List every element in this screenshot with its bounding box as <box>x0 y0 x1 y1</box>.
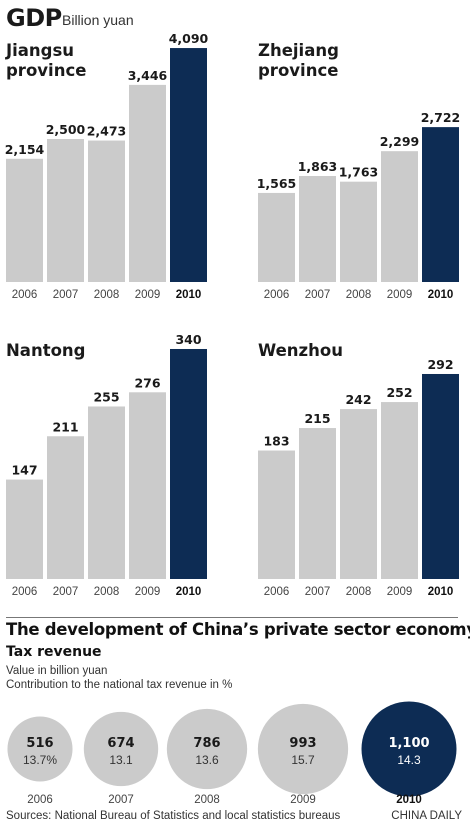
jiangsu-province-bar-2009 <box>129 84 166 283</box>
nantong-bar-2008 <box>88 406 125 579</box>
zhejiang-province-bar-2007 <box>299 175 336 282</box>
wenzhou-bar-2006 <box>258 450 295 579</box>
tax-bubble-2008 <box>166 708 248 790</box>
nantong-bar-2009 <box>129 392 166 579</box>
zhejiang-province-bar-2009 <box>381 151 418 282</box>
section-divider <box>6 617 458 618</box>
nantong-tick-label-2009: 2009 <box>135 586 161 598</box>
jiangsu-province-value-label-2010: 4,090 <box>169 31 209 46</box>
wenzhou-tick-label-2008: 2008 <box>346 586 372 598</box>
tax-bubble-2006 <box>7 716 73 782</box>
credit-label: CHINA DAILY <box>391 810 462 822</box>
tax-value-label-2007: 674 <box>107 736 134 751</box>
nantong-tick-label-2006: 2006 <box>12 586 38 598</box>
nantong-tick-label-2008: 2008 <box>94 586 120 598</box>
legend-value: Value in billion yuan <box>6 665 108 677</box>
wenzhou-bar-2010 <box>422 373 459 579</box>
nantong-value-label-2010: 340 <box>175 332 201 347</box>
tax-year-label-2006: 2006 <box>27 794 53 806</box>
wenzhou-bar-2009 <box>381 402 418 579</box>
tax-value-label-2008: 786 <box>193 736 220 751</box>
wenzhou-value-label-2006: 183 <box>263 434 289 449</box>
jiangsu-province-tick-label-2010: 2010 <box>176 289 202 301</box>
legend-percent: Contribution to the national tax revenue… <box>6 679 233 691</box>
jiangsu-province-value-label-2009: 3,446 <box>128 68 168 83</box>
sources-note: Sources: National Bureau of Statistics a… <box>6 810 341 822</box>
zhejiang-province-bar-2010 <box>422 127 459 283</box>
jiangsu-province-value-label-2007: 2,500 <box>46 122 86 137</box>
gdp-unit: Billion yuan <box>62 12 134 28</box>
wenzhou-tick-label-2007: 2007 <box>305 586 331 598</box>
zhejiang-province-value-label-2010: 2,722 <box>421 110 461 125</box>
nantong-bar-2010 <box>170 348 207 579</box>
tax-value-label-2010: 1,100 <box>388 736 429 751</box>
wenzhou-value-label-2007: 215 <box>304 411 330 426</box>
tax-year-label-2009: 2009 <box>290 794 316 806</box>
wenzhou-value-label-2010: 292 <box>427 357 453 372</box>
wenzhou-bar-2007 <box>299 428 336 579</box>
zhejiang-province-tick-label-2010: 2010 <box>428 289 454 301</box>
wenzhou-value-label-2009: 252 <box>386 385 412 400</box>
zhejiang-province-value-label-2007: 1,863 <box>298 159 338 174</box>
wenzhou-tick-label-2010: 2010 <box>428 586 454 598</box>
jiangsu-province-tick-label-2008: 2008 <box>94 289 120 301</box>
tax-percent-label-2009: 15.7 <box>291 753 315 767</box>
tax-value-label-2006: 516 <box>26 736 53 751</box>
jiangsu-province-bar-2006 <box>6 158 43 282</box>
zhejiang-province-tick-label-2006: 2006 <box>264 289 290 301</box>
jiangsu-province-title-line2: province <box>6 61 86 80</box>
wenzhou-tick-label-2006: 2006 <box>264 586 290 598</box>
tax-revenue-title: Tax revenue <box>6 644 102 660</box>
jiangsu-province-tick-label-2007: 2007 <box>53 289 79 301</box>
jiangsu-province-value-label-2006: 2,154 <box>5 142 45 157</box>
jiangsu-province-bar-2010 <box>170 48 207 282</box>
jiangsu-province-bar-2007 <box>47 139 84 282</box>
zhejiang-province-title: Zhejiang <box>258 41 339 60</box>
jiangsu-province-bar-2008 <box>88 140 125 282</box>
tax-percent-label-2008: 13.6 <box>195 753 219 767</box>
zhejiang-province-title-line2: province <box>258 61 338 80</box>
tax-bubble-2010 <box>361 701 457 797</box>
tax-percent-label-2007: 13.1 <box>109 753 133 767</box>
wenzhou-value-label-2008: 242 <box>345 392 371 407</box>
wenzhou-tick-label-2009: 2009 <box>387 586 413 598</box>
nantong-bar-2007 <box>47 436 84 579</box>
zhejiang-province-bar-2008 <box>340 181 377 282</box>
nantong-value-label-2007: 211 <box>52 419 78 434</box>
nantong-value-label-2008: 255 <box>93 389 119 404</box>
jiangsu-province-tick-label-2006: 2006 <box>12 289 38 301</box>
gdp-title: GDP <box>6 4 62 32</box>
nantong-tick-label-2007: 2007 <box>53 586 79 598</box>
nantong-value-label-2009: 276 <box>134 375 160 390</box>
zhejiang-province-value-label-2006: 1,565 <box>257 176 297 191</box>
zhejiang-province-value-label-2008: 1,763 <box>339 165 379 180</box>
jiangsu-province-tick-label-2009: 2009 <box>135 289 161 301</box>
zhejiang-province-value-label-2009: 2,299 <box>380 134 420 149</box>
nantong-bar-2006 <box>6 479 43 579</box>
tax-bubble-2007 <box>83 711 159 787</box>
tax-year-label-2010: 2010 <box>396 794 422 806</box>
zhejiang-province-tick-label-2009: 2009 <box>387 289 413 301</box>
wenzhou-title: Wenzhou <box>258 341 343 360</box>
tax-bubble-2009 <box>257 703 349 795</box>
jiangsu-province-title: Jiangsu <box>5 41 74 60</box>
tax-year-label-2008: 2008 <box>194 794 220 806</box>
nantong-value-label-2006: 147 <box>11 463 37 478</box>
tax-percent-label-2010: 14.3 <box>397 753 421 767</box>
tax-value-label-2009: 993 <box>289 736 316 751</box>
zhejiang-province-bar-2006 <box>258 192 295 282</box>
zhejiang-province-tick-label-2008: 2008 <box>346 289 372 301</box>
tax-percent-label-2006: 13.7% <box>23 753 57 767</box>
tax-year-label-2007: 2007 <box>108 794 134 806</box>
wenzhou-bar-2008 <box>340 409 377 579</box>
sector-title: The development of China’s private secto… <box>6 620 470 639</box>
nantong-title: Nantong <box>6 341 85 360</box>
zhejiang-province-tick-label-2007: 2007 <box>305 289 331 301</box>
jiangsu-province-value-label-2008: 2,473 <box>87 124 127 139</box>
nantong-tick-label-2010: 2010 <box>176 586 202 598</box>
